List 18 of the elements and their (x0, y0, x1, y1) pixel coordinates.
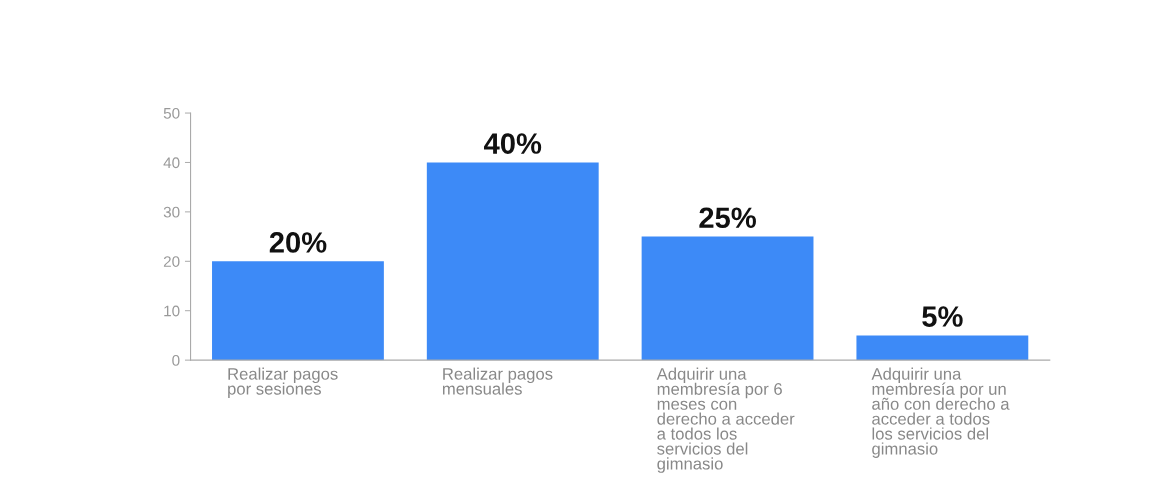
bar (856, 335, 1029, 361)
x-tick-label: Realizar pagos por sesiones (228, 367, 338, 399)
x-tick-label: Adquirir una membresía por 6 meses con derecho a acceder a todos los servicios del gimnasio (656, 367, 795, 473)
bar (641, 236, 814, 361)
bar (212, 261, 384, 361)
y-tick-label: 40 (163, 157, 180, 169)
data-label: 40% (484, 133, 542, 154)
data-label: 5% (922, 306, 963, 327)
bar (426, 162, 599, 361)
x-tick-label: Realizar pagos mensuales (442, 367, 553, 395)
x-tick-label: Adquirir una membresía por un año con derecho a acceder a todos los servicios del gimnasio (871, 367, 1010, 458)
y-tick-label: 50 (163, 107, 180, 119)
data-label: 20% (269, 232, 327, 253)
y-tick-label: 10 (164, 305, 180, 317)
y-tick-label: 0 (172, 355, 180, 366)
y-tick-label: 30 (163, 206, 180, 218)
data-label: 25% (699, 207, 756, 229)
y-tick-label: 20 (163, 256, 180, 267)
